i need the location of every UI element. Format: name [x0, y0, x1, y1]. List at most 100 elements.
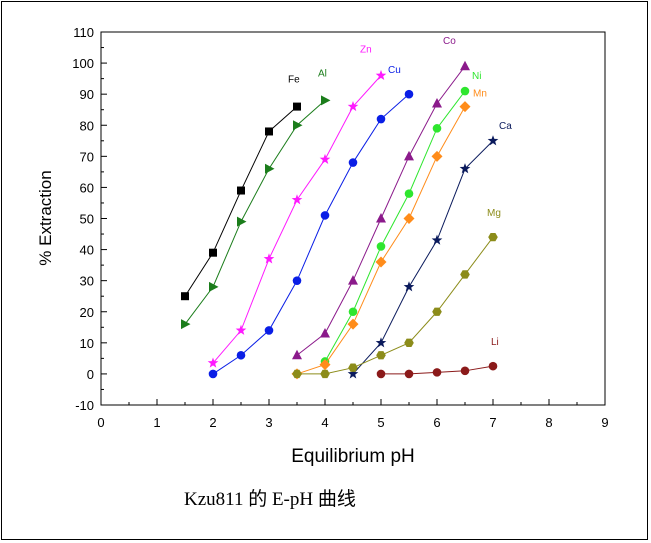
series-line: [297, 236, 494, 375]
y-axis-label: % Extraction: [36, 170, 55, 265]
data-point: [319, 153, 331, 164]
y-tick-label: 10: [80, 336, 94, 351]
series-ca: Ca: [347, 121, 512, 379]
data-point: [375, 337, 387, 348]
data-point: [237, 216, 247, 227]
data-point: [460, 270, 470, 279]
series-line: [324, 90, 466, 362]
data-point: [292, 369, 302, 379]
data-point: [320, 369, 330, 379]
series-label: Zn: [360, 45, 372, 56]
data-point: [460, 86, 470, 96]
data-point: [181, 319, 191, 330]
y-tick-label: 20: [80, 305, 94, 320]
series-layer: Fe Al Zn Cu Co Ni Mn Ca Mg Li: [181, 36, 512, 380]
series-label: Ni: [472, 71, 481, 82]
data-point: [207, 357, 219, 368]
series-line: [212, 93, 410, 375]
data-point: [347, 318, 359, 330]
data-point: [235, 324, 247, 335]
data-point: [319, 359, 331, 371]
data-point: [265, 127, 273, 136]
data-point: [320, 211, 330, 220]
x-axis-label: Equilibrium pH: [291, 446, 415, 467]
data-point: [292, 349, 302, 360]
x-tick-label: 9: [601, 415, 608, 430]
series-al: Al: [181, 68, 331, 330]
data-point: [432, 307, 442, 316]
data-point: [292, 276, 302, 285]
x-tick-label: 5: [377, 415, 384, 430]
data-point: [348, 307, 358, 317]
data-point: [488, 361, 498, 371]
x-tick-label: 1: [153, 415, 160, 430]
plot-area: [100, 31, 606, 406]
y-tick-label: 100: [72, 56, 94, 71]
data-point: [348, 363, 358, 372]
data-point: [403, 213, 415, 224]
x-tick-label: 6: [433, 415, 440, 430]
y-tick-label: 0: [87, 367, 94, 382]
data-point: [376, 351, 386, 360]
x-tick-label: 7: [489, 415, 496, 430]
data-point: [376, 242, 386, 251]
data-point: [375, 69, 387, 81]
data-point: [431, 234, 443, 245]
y-tick-label: 40: [80, 243, 94, 258]
x-tick-label: 4: [321, 415, 328, 430]
series-line: [352, 140, 494, 375]
series-label: Mg: [487, 208, 501, 219]
data-point: [209, 248, 217, 257]
data-point: [293, 120, 303, 131]
data-point: [403, 281, 415, 292]
data-point: [432, 368, 442, 377]
data-point: [460, 60, 470, 71]
y-tick-label: 110: [73, 25, 94, 40]
data-point: [321, 95, 331, 106]
series-label: Mn: [473, 89, 487, 100]
data-point: [236, 350, 246, 360]
y-tick-label: 90: [80, 87, 94, 102]
data-point: [320, 328, 330, 338]
y-tick-label: 50: [80, 212, 94, 227]
data-point: [459, 163, 471, 174]
data-point: [432, 97, 442, 108]
x-tick-label: 8: [545, 415, 552, 430]
data-point: [263, 253, 275, 264]
data-point: [488, 232, 498, 242]
data-point: [265, 163, 275, 174]
series-label: Cu: [388, 65, 401, 76]
y-tick-label: -10: [75, 398, 94, 413]
data-point: [376, 369, 386, 379]
data-point: [264, 326, 274, 335]
y-tick-label: 70: [80, 149, 94, 164]
figure-caption: Kzu811 的 E-pH 曲线: [184, 489, 356, 510]
series-co: Co: [292, 36, 470, 360]
series-label: Al: [318, 68, 327, 79]
series-line: [184, 100, 326, 325]
y-tick-label: 30: [80, 274, 94, 289]
x-tick-label: 0: [97, 415, 104, 430]
data-point: [487, 135, 499, 146]
y-tick-label: 80: [80, 118, 94, 133]
data-point: [347, 368, 359, 379]
data-point: [209, 281, 219, 292]
series-mn: Mn: [291, 89, 487, 380]
data-point: [291, 194, 303, 205]
data-point: [431, 150, 443, 162]
data-point: [347, 101, 359, 112]
series-zn: Zn: [207, 45, 387, 368]
series-label: Fe: [288, 75, 300, 86]
series-label: Co: [443, 36, 456, 47]
data-point: [376, 213, 386, 223]
data-point: [181, 292, 189, 301]
data-point: [348, 275, 358, 285]
series-line: [184, 106, 298, 297]
series-fe: Fe: [181, 75, 301, 301]
data-point: [404, 338, 414, 347]
data-point: [460, 366, 470, 376]
series-li: Li: [376, 337, 499, 379]
